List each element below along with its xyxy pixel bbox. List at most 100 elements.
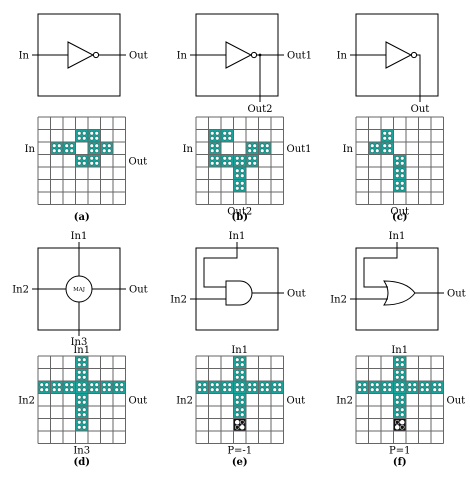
- quantum-dot: [395, 407, 400, 412]
- qca-cell: [233, 356, 246, 369]
- quantum-dot: [222, 382, 227, 387]
- quantum-dot: [400, 412, 405, 417]
- qca-cell: [75, 406, 88, 419]
- qca-cell-fill: [393, 167, 406, 180]
- quantum-dot: [77, 131, 82, 136]
- grid-output-label: Out: [129, 395, 148, 406]
- quantum-dot: [400, 186, 405, 191]
- quantum-dot: [82, 156, 87, 161]
- quantum-dot: [222, 131, 227, 136]
- qca-cell: [88, 129, 101, 142]
- output2-label: Out2: [247, 104, 272, 115]
- qca-cell-fill: [221, 129, 234, 142]
- qca-grid: [37, 116, 126, 205]
- qca-cell: [431, 381, 444, 394]
- qca-cell-fill: [381, 129, 394, 142]
- qca-cell-fill: [75, 154, 88, 167]
- quantum-dot: [235, 382, 240, 387]
- qca-grid: [195, 116, 284, 205]
- quantum-dot: [240, 362, 245, 367]
- quantum-dot: [52, 148, 57, 153]
- quantum-dot: [94, 387, 99, 392]
- quantum-dot: [420, 382, 425, 387]
- quantum-dot: [235, 395, 240, 400]
- input1-label: In1: [229, 231, 246, 242]
- quantum-dot: [197, 387, 202, 392]
- quantum-dot: [395, 375, 400, 380]
- quantum-dot: [102, 382, 107, 387]
- qca-cell: [221, 154, 234, 167]
- input3-label: In3: [71, 337, 88, 348]
- quantum-dot: [400, 181, 405, 186]
- quantum-dot: [240, 173, 245, 178]
- quantum-dot: [235, 181, 240, 186]
- qca-cell-fill: [208, 154, 221, 167]
- qca-cell: [246, 142, 259, 155]
- quantum-dot: [89, 161, 94, 166]
- quantum-dot: [114, 382, 119, 387]
- quantum-dot: [265, 387, 270, 392]
- qca-cell-fill: [271, 381, 284, 394]
- quantum-dot: [227, 382, 232, 387]
- quantum-dot: [82, 362, 87, 367]
- quantum-dot: [252, 156, 257, 161]
- quantum-dot: [395, 395, 400, 400]
- qca-cell: [233, 406, 246, 419]
- qca-cell-fill: [88, 142, 101, 155]
- quantum-dot: [102, 143, 107, 148]
- quantum-dot: [222, 136, 227, 141]
- qca-cell: [75, 368, 88, 381]
- quantum-dot: [77, 420, 82, 425]
- quantum-dot: [82, 357, 87, 362]
- quantum-dot: [89, 387, 94, 392]
- qca-cell-fill: [38, 381, 51, 394]
- qca-cell: [368, 142, 381, 155]
- grid-input1-label: In1: [391, 345, 408, 356]
- qca-cell-fill: [233, 381, 246, 394]
- quantum-dot: [82, 395, 87, 400]
- quantum-dot: [240, 382, 245, 387]
- qca-cell: [196, 381, 209, 394]
- quantum-dot: [107, 143, 112, 148]
- quantum-dot: [407, 387, 412, 392]
- quantum-dot: [437, 387, 442, 392]
- grid-input-label: In: [183, 144, 194, 155]
- quantum-dot: [394, 424, 400, 430]
- quantum-dot: [215, 161, 220, 166]
- qca-grid: [355, 116, 444, 205]
- qca-cell: [221, 129, 234, 142]
- qca-cell: [208, 381, 221, 394]
- quantum-dot: [210, 161, 215, 166]
- quantum-dot: [44, 387, 49, 392]
- quantum-dot: [222, 161, 227, 166]
- pin-cell-fill: [393, 418, 406, 431]
- quantum-dot: [247, 161, 252, 166]
- qca-cell-fill: [393, 154, 406, 167]
- qca-cell: [233, 381, 246, 394]
- qca-cell: [75, 129, 88, 142]
- inverter-bubble-icon: [92, 51, 100, 59]
- quantum-dot: [432, 382, 437, 387]
- qca-cell: [208, 154, 221, 167]
- quantum-dot: [222, 387, 227, 392]
- quantum-dot: [387, 382, 392, 387]
- qca-cell-fill: [258, 142, 271, 155]
- grid-polarization-label: P=-1: [227, 446, 252, 457]
- quantum-dot: [400, 156, 405, 161]
- grid-input2-label: In2: [18, 395, 35, 406]
- quantum-dot: [77, 407, 82, 412]
- quantum-dot: [247, 382, 252, 387]
- quantum-dot: [89, 156, 94, 161]
- quantum-dot: [260, 143, 265, 148]
- quantum-dot: [240, 370, 245, 375]
- quantum-dot: [107, 382, 112, 387]
- qca-cell-fill: [233, 368, 246, 381]
- qca-cell: [393, 393, 406, 406]
- qca-cell-fill: [196, 381, 209, 394]
- quantum-dot: [400, 387, 405, 392]
- quantum-dot: [407, 382, 412, 387]
- quantum-dot: [235, 362, 240, 367]
- quantum-dot: [227, 387, 232, 392]
